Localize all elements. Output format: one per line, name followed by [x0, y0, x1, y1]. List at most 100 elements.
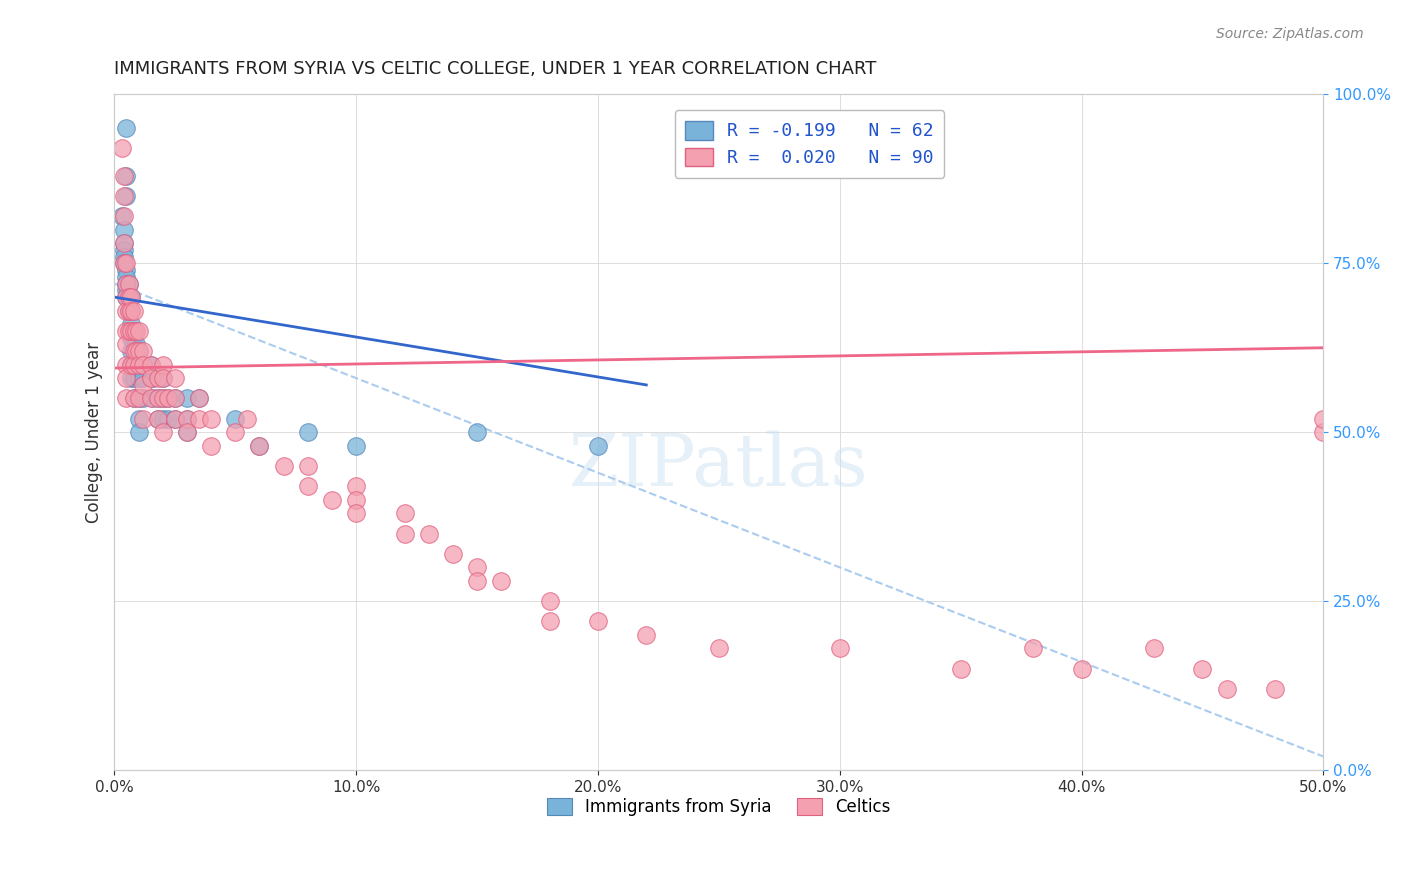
Point: [112, 188, 135, 202]
Point: [115, 256, 138, 270]
Point: [128, 411, 150, 425]
Point: [249, 439, 271, 453]
Point: [118, 324, 141, 338]
Point: [118, 303, 141, 318]
Point: [188, 392, 211, 406]
Point: [139, 371, 162, 385]
Point: [120, 324, 142, 338]
Point: [152, 392, 174, 406]
Point: [1312, 425, 1334, 440]
Point: [132, 358, 155, 372]
Point: [115, 290, 138, 304]
Point: [120, 371, 142, 385]
Point: [112, 256, 135, 270]
Y-axis label: College, Under 1 year: College, Under 1 year: [86, 342, 103, 523]
Point: [115, 269, 138, 284]
Point: [297, 479, 319, 493]
Point: [163, 392, 186, 406]
Point: [586, 439, 609, 453]
Legend: Immigrants from Syria, Celtics: Immigrants from Syria, Celtics: [540, 791, 897, 822]
Point: [118, 290, 141, 304]
Point: [146, 392, 169, 406]
Point: [344, 479, 367, 493]
Point: [146, 411, 169, 425]
Point: [146, 411, 169, 425]
Point: [128, 392, 150, 406]
Point: [128, 358, 150, 372]
Point: [122, 358, 145, 372]
Point: [112, 169, 135, 183]
Point: [112, 250, 135, 264]
Point: [125, 344, 148, 359]
Point: [636, 628, 658, 642]
Point: [538, 615, 561, 629]
Point: [115, 290, 138, 304]
Point: [465, 560, 488, 574]
Point: [122, 344, 145, 359]
Point: [115, 263, 138, 277]
Point: [115, 277, 138, 291]
Point: [112, 235, 135, 250]
Point: [128, 324, 150, 338]
Point: [297, 425, 319, 440]
Point: [273, 458, 295, 473]
Point: [1215, 681, 1237, 696]
Point: [1264, 681, 1286, 696]
Point: [152, 392, 174, 406]
Point: [176, 411, 198, 425]
Point: [115, 303, 138, 318]
Text: IMMIGRANTS FROM SYRIA VS CELTIC COLLEGE, UNDER 1 YEAR CORRELATION CHART: IMMIGRANTS FROM SYRIA VS CELTIC COLLEGE,…: [114, 60, 877, 78]
Point: [156, 392, 179, 406]
Point: [122, 392, 145, 406]
Point: [163, 371, 186, 385]
Point: [115, 284, 138, 298]
Point: [128, 344, 150, 359]
Point: [128, 344, 150, 359]
Point: [122, 337, 145, 351]
Point: [152, 371, 174, 385]
Point: [122, 371, 145, 385]
Point: [465, 425, 488, 440]
Point: [125, 337, 148, 351]
Point: [111, 209, 134, 223]
Point: [152, 371, 174, 385]
Point: [176, 411, 198, 425]
Point: [200, 411, 222, 425]
Point: [142, 392, 165, 406]
Point: [112, 222, 135, 236]
Point: [120, 303, 142, 318]
Text: Source: ZipAtlas.com: Source: ZipAtlas.com: [1216, 27, 1364, 41]
Point: [120, 358, 142, 372]
Point: [128, 371, 150, 385]
Point: [1143, 641, 1166, 656]
Point: [538, 594, 561, 608]
Point: [115, 277, 138, 291]
Point: [949, 662, 972, 676]
Point: [394, 526, 416, 541]
Point: [118, 277, 141, 291]
Point: [115, 188, 138, 202]
Point: [152, 411, 174, 425]
Point: [112, 256, 135, 270]
Text: ZIPatlas: ZIPatlas: [569, 431, 869, 501]
Point: [122, 392, 145, 406]
Point: [828, 641, 851, 656]
Point: [120, 290, 142, 304]
Point: [122, 324, 145, 338]
Point: [132, 344, 155, 359]
Point: [163, 392, 186, 406]
Point: [176, 425, 198, 440]
Point: [156, 392, 179, 406]
Point: [224, 425, 246, 440]
Point: [115, 371, 138, 385]
Point: [344, 492, 367, 507]
Point: [1312, 411, 1334, 425]
Point: [139, 392, 162, 406]
Point: [344, 506, 367, 520]
Point: [128, 425, 150, 440]
Point: [122, 324, 145, 338]
Point: [139, 371, 162, 385]
Point: [115, 169, 138, 183]
Point: [224, 411, 246, 425]
Point: [115, 358, 138, 372]
